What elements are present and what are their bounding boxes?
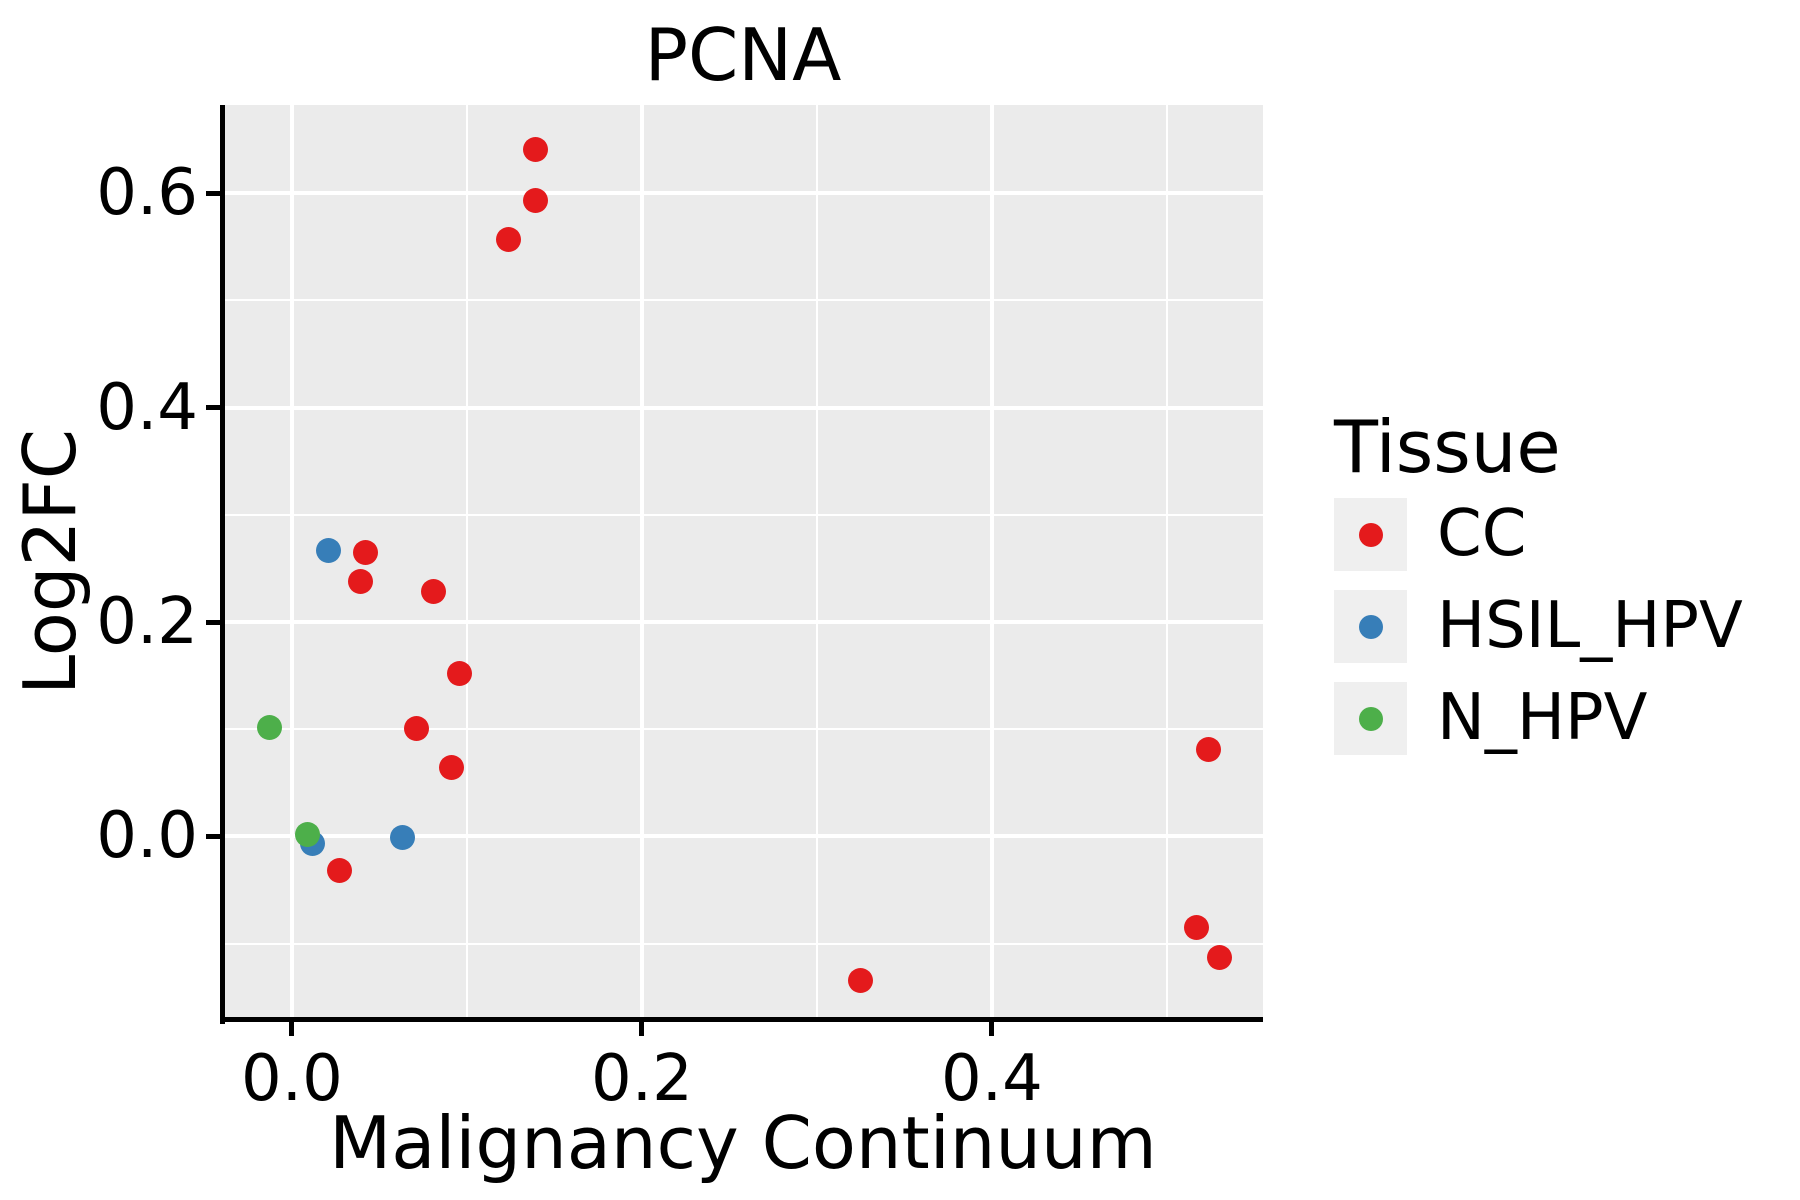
data-point-CC xyxy=(1184,915,1210,941)
legend-label: N_HPV xyxy=(1437,681,1648,755)
legend-label: HSIL_HPV xyxy=(1437,589,1743,663)
legend-dot-icon xyxy=(1358,522,1383,547)
x-minor-gridline xyxy=(465,105,468,1019)
y-tick-label: 0.6 xyxy=(96,156,198,231)
x-tick-label: 0.2 xyxy=(591,1042,693,1116)
legend-entry-CC: CC xyxy=(1334,498,1743,571)
chart-title: PCNA xyxy=(644,13,842,97)
legend-entry-N_HPV: N_HPV xyxy=(1334,682,1743,755)
legend-dot-icon xyxy=(1358,706,1383,731)
legend-key xyxy=(1334,498,1407,571)
x-minor-gridline xyxy=(1165,105,1168,1019)
y-tick-label: 0.0 xyxy=(96,799,198,874)
legend-key xyxy=(1334,682,1407,755)
data-point-N_HPV xyxy=(295,821,321,847)
x-minor-gridline xyxy=(815,105,818,1019)
x-tick xyxy=(289,1022,295,1036)
y-minor-gridline xyxy=(223,299,1263,302)
data-point-CC xyxy=(347,568,373,594)
data-point-CC xyxy=(352,539,378,565)
data-point-CC xyxy=(1206,945,1232,971)
y-tick-label: 0.2 xyxy=(96,585,198,659)
legend-entries: CC HSIL_HPV N_HPV xyxy=(1334,498,1743,755)
y-tick-label: 0.4 xyxy=(96,370,198,445)
x-major-gridline xyxy=(289,105,294,1019)
legend-title: Tissue xyxy=(1334,405,1561,489)
x-tick-label: 0.0 xyxy=(241,1042,343,1116)
y-minor-gridline xyxy=(223,513,1263,516)
data-point-CC xyxy=(403,715,429,741)
data-point-CC xyxy=(522,136,548,162)
legend-dot-icon xyxy=(1358,614,1383,639)
y-tick xyxy=(206,833,220,839)
legend-label: CC xyxy=(1437,497,1527,571)
y-minor-gridline xyxy=(223,728,1263,731)
x-axis-spine xyxy=(220,1017,1263,1022)
y-axis-spine xyxy=(220,105,225,1024)
data-point-CC xyxy=(421,579,447,605)
legend: Tissue CC HSIL_HPV N_HPV xyxy=(1334,404,1743,774)
y-tick xyxy=(206,190,220,196)
y-tick xyxy=(206,405,220,411)
x-tick xyxy=(989,1022,995,1036)
data-point-CC xyxy=(326,858,352,884)
y-major-gridline xyxy=(223,834,1263,839)
legend-key xyxy=(1334,590,1407,663)
x-tick xyxy=(639,1022,645,1036)
y-major-gridline xyxy=(223,620,1263,624)
data-point-CC xyxy=(848,967,874,993)
legend-entry-HSIL_HPV: HSIL_HPV xyxy=(1334,590,1743,663)
data-point-HSIL_HPV xyxy=(316,537,342,563)
x-major-gridline xyxy=(639,105,644,1019)
data-point-HSIL_HPV xyxy=(389,825,415,851)
data-point-CC xyxy=(447,660,473,686)
x-major-gridline xyxy=(989,105,994,1019)
x-axis-label: Malignancy Continuum xyxy=(329,1101,1157,1185)
data-point-CC xyxy=(1196,737,1222,763)
plot-panel xyxy=(223,105,1263,1019)
data-point-CC xyxy=(522,188,548,214)
data-point-N_HPV xyxy=(256,714,282,740)
y-tick xyxy=(206,619,220,625)
y-major-gridline xyxy=(223,191,1263,196)
y-major-gridline xyxy=(223,405,1263,410)
y-axis-label: Log2FC xyxy=(8,428,92,696)
data-point-CC xyxy=(438,755,464,781)
x-tick-label: 0.4 xyxy=(941,1042,1043,1116)
data-point-CC xyxy=(496,226,522,252)
y-minor-gridline xyxy=(223,942,1263,945)
